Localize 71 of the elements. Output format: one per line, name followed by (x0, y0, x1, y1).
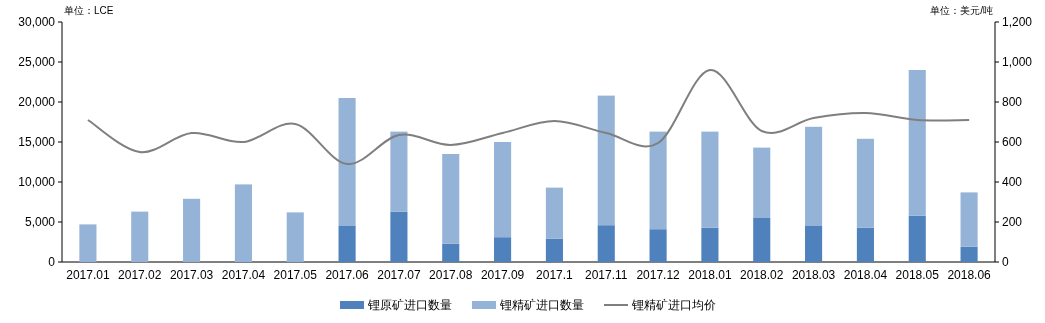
bar (960, 246, 978, 262)
bar (856, 138, 874, 228)
bar (442, 243, 460, 262)
y-tick-label: 20,000 (18, 95, 56, 109)
bar (494, 142, 512, 238)
x-tick-label: 2017.07 (377, 268, 421, 282)
y2-tick-label: 800 (1002, 95, 1023, 109)
legend-label: 锂原矿进口数量 (367, 298, 452, 312)
x-tick-label: 2017.02 (118, 268, 162, 282)
y2-tick-label: 400 (1002, 175, 1023, 189)
x-tick-label: 2018.05 (895, 268, 940, 282)
bar (597, 225, 615, 262)
y2-tick-label: 200 (1002, 215, 1023, 229)
y-tick-label: 25,000 (18, 55, 56, 69)
bar (960, 192, 978, 247)
bar (442, 154, 460, 244)
x-tick-label: 2017.03 (169, 268, 214, 282)
x-tick-label: 2017.12 (636, 268, 681, 282)
y-tick-label: 15,000 (18, 135, 56, 149)
x-tick-label: 2017.05 (273, 268, 318, 282)
bar (338, 226, 356, 262)
y2-tick-label: 0 (1002, 255, 1009, 269)
bar (234, 184, 252, 262)
bar (597, 95, 615, 226)
bar (908, 70, 926, 216)
y2-tick-label: 1,000 (1002, 55, 1033, 69)
x-tick-label: 2017.04 (221, 268, 266, 282)
bar (545, 187, 563, 239)
x-tick-label: 2017.01 (66, 268, 110, 282)
bar (390, 131, 408, 212)
bar (183, 198, 201, 262)
y-tick-label: 30,000 (18, 15, 56, 29)
x-tick-label: 2018.01 (688, 268, 732, 282)
y-tick-label: 10,000 (18, 175, 56, 189)
bar (649, 131, 667, 230)
legend-锂精矿进口数量: 锂精矿进口数量 (472, 298, 584, 312)
bar (494, 237, 512, 262)
bar (856, 227, 874, 262)
x-tick-label: 2018.03 (791, 268, 836, 282)
y-tick-label: 0 (48, 255, 56, 269)
bar (545, 238, 563, 262)
bar (79, 224, 97, 262)
bar (805, 226, 823, 262)
x-tick-label: 2018.06 (947, 268, 992, 282)
bar (753, 147, 771, 218)
legend-锂原矿进口数量: 锂原矿进口数量 (340, 298, 452, 312)
bar (701, 227, 719, 262)
y-axis-title: 单位：LCE (64, 5, 114, 16)
bar (649, 229, 667, 262)
y2-tick-label: 1,200 (1002, 15, 1033, 29)
x-tick-label: 2017.1 (536, 268, 574, 282)
y2-axis-title: 单位：美元/吨 (930, 5, 993, 16)
legend-label: 锂精矿进口均价 (631, 298, 716, 312)
x-tick-label: 2018.02 (740, 268, 784, 282)
legend-label: 锂精矿进口数量 (499, 298, 584, 312)
x-tick-label: 2017.09 (480, 268, 525, 282)
bar (338, 98, 356, 226)
legend-锂精矿进口均价: 锂精矿进口均价 (603, 298, 716, 312)
bar (390, 211, 408, 262)
y-tick-label: 5,000 (24, 215, 56, 229)
x-tick-label: 2017.11 (585, 268, 628, 282)
bar (701, 131, 719, 228)
y2-tick-label: 600 (1002, 135, 1023, 149)
x-tick-label: 2018.04 (843, 268, 888, 282)
bar (805, 126, 823, 226)
x-tick-label: 2017.08 (429, 268, 473, 282)
x-tick-label: 2017.06 (325, 268, 370, 282)
bar (131, 211, 149, 262)
bar (908, 215, 926, 262)
bar (286, 212, 304, 262)
bar (753, 218, 771, 262)
